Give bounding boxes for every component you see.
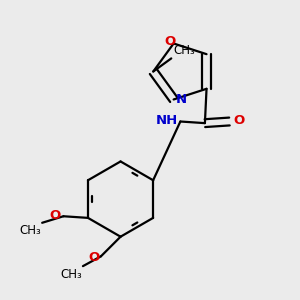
Text: CH₃: CH₃ <box>20 224 41 237</box>
Text: CH₃: CH₃ <box>173 44 195 57</box>
Text: O: O <box>50 209 61 222</box>
Text: CH₃: CH₃ <box>60 268 82 281</box>
Text: NH: NH <box>155 114 178 127</box>
Text: N: N <box>175 93 186 106</box>
Text: O: O <box>88 251 99 264</box>
Text: O: O <box>233 114 244 128</box>
Text: O: O <box>164 35 175 48</box>
